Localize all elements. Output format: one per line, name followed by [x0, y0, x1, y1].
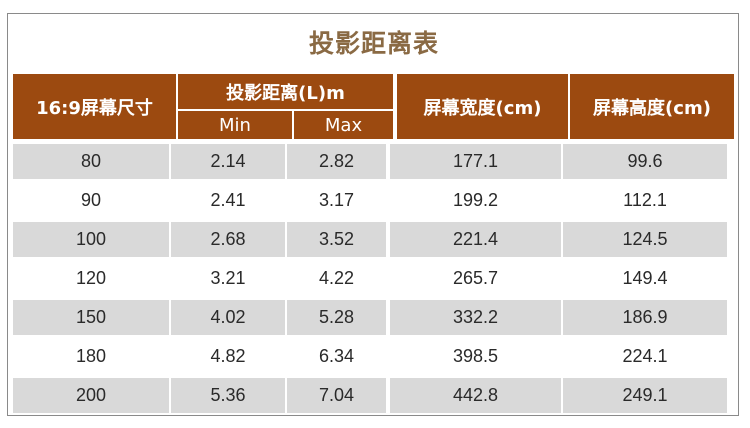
- cell-max: 6.34: [318, 346, 355, 366]
- table-title: 投影距离表: [308, 29, 439, 58]
- header-screen-width: 屏幕宽度(cm): [397, 74, 568, 139]
- cell-min: 5.36: [171, 378, 285, 413]
- cell-screen-size: 80: [13, 144, 169, 179]
- cell-screen-size: 150: [13, 300, 169, 335]
- table-row: 150 4.02 5.28 332.2 186.9: [13, 300, 734, 335]
- cell-max: 7.04: [287, 378, 386, 413]
- cell-screen-size: 120: [75, 268, 107, 288]
- cell-height: 124.5: [563, 222, 727, 257]
- cell-min: 4.02: [171, 300, 285, 335]
- cell-max: 5.28: [287, 300, 386, 335]
- table-row: 100 2.68 3.52 221.4 124.5: [13, 222, 734, 257]
- cell-width: 398.5: [452, 346, 499, 366]
- cell-min: 2.68: [171, 222, 285, 257]
- cell-screen-size: 90: [80, 190, 102, 210]
- cell-height: 224.1: [622, 346, 668, 366]
- cell-width: 265.7: [452, 268, 499, 288]
- header-screen-size: 16:9屏幕尺寸: [13, 74, 176, 139]
- cell-max: 2.82: [287, 144, 386, 179]
- cell-min: 2.14: [171, 144, 285, 179]
- cell-width: 177.1: [390, 144, 561, 179]
- cell-min: 3.21: [210, 268, 246, 288]
- table-row: 90 2.41 3.17 199.2 112.1: [13, 183, 734, 218]
- table-row: 120 3.21 4.22 265.7 149.4: [13, 261, 734, 296]
- cell-screen-size: 100: [13, 222, 169, 257]
- header-screen-height: 屏幕高度(cm): [570, 74, 734, 139]
- projection-table-frame: 投影距离表 16:9屏幕尺寸 投影距离(L)m Min Max 屏幕宽度(cm)…: [7, 13, 739, 416]
- cell-height: 186.9: [563, 300, 727, 335]
- header-projection-distance: 投影距离(L)m: [178, 74, 393, 109]
- table-row: 180 4.82 6.34 398.5 224.1: [13, 339, 734, 374]
- cell-screen-size: 180: [75, 346, 107, 366]
- cell-max: 3.17: [318, 190, 355, 210]
- cell-max: 4.22: [318, 268, 355, 288]
- cell-height: 149.4: [622, 268, 668, 288]
- header-max: Max: [294, 111, 393, 139]
- cell-width: 442.8: [390, 378, 561, 413]
- cell-height: 112.1: [623, 190, 667, 210]
- cell-min: 2.41: [210, 190, 246, 210]
- table-row: 80 2.14 2.82 177.1 99.6: [13, 144, 734, 179]
- cell-height: 249.1: [563, 378, 727, 413]
- cell-width: 221.4: [390, 222, 561, 257]
- cell-height: 99.6: [563, 144, 727, 179]
- cell-width: 199.2: [452, 190, 499, 210]
- cell-min: 4.82: [210, 346, 246, 366]
- table-row: 200 5.36 7.04 442.8 249.1: [13, 378, 734, 413]
- header-min: Min: [178, 111, 292, 139]
- cell-max: 3.52: [287, 222, 386, 257]
- cell-screen-size: 200: [13, 378, 169, 413]
- cell-width: 332.2: [390, 300, 561, 335]
